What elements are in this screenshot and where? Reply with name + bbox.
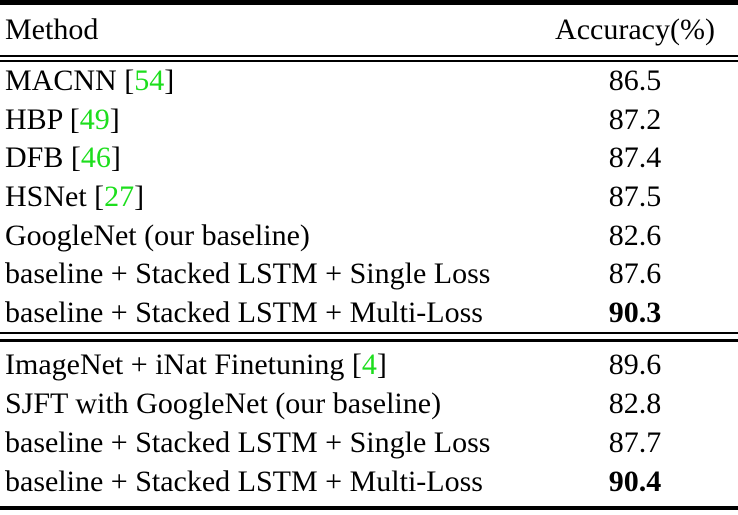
method-label: baseline + Stacked LSTM + Single Loss: [5, 425, 491, 459]
method-cell: baseline + Stacked LSTM + Single Loss: [5, 426, 540, 460]
method-label: GoogleNet (our baseline): [5, 218, 310, 252]
table-section-finetuning: ImageNet + iNat Finetuning [4] 89.6 SJFT…: [0, 345, 738, 501]
cite-bracket-close: ]: [376, 347, 387, 381]
table-section-benchmarks: MACNN [54] 86.5 HBP [49] 87.2 DFB [46] 8…: [0, 62, 738, 332]
method-cell: baseline + Stacked LSTM + Multi-Loss: [5, 465, 540, 499]
accuracy-cell: 89.6: [608, 347, 662, 381]
cite-bracket-open: [: [94, 180, 105, 214]
table-bottom-rule: [0, 506, 738, 510]
accuracy-cell-best: 90.3: [608, 295, 662, 329]
accuracy-cell: 82.6: [608, 218, 662, 252]
method-label: HBP: [5, 102, 70, 136]
cite-bracket-open: [: [124, 64, 135, 98]
method-label: DFB: [5, 141, 71, 175]
citation-link[interactable]: 54: [134, 64, 165, 98]
section-separator-double-rule: [0, 332, 738, 342]
cite-bracket-open: [: [351, 347, 362, 381]
accuracy-column-header: Accuracy(%): [555, 13, 715, 46]
table-row: HSNet [27] 87.5: [0, 178, 738, 217]
accuracy-cell: 87.7: [608, 425, 662, 459]
method-cell: baseline + Stacked LSTM + Multi-Loss: [5, 296, 540, 330]
method-cell: baseline + Stacked LSTM + Single Loss: [5, 257, 540, 291]
table-row: SJFT with GoogleNet (our baseline) 82.8: [0, 384, 738, 423]
accuracy-cell: 87.4: [608, 141, 662, 175]
accuracy-cell: 82.8: [608, 386, 662, 420]
citation-link[interactable]: 27: [104, 180, 135, 214]
method-label: MACNN: [5, 64, 125, 98]
table-row: ImageNet + iNat Finetuning [4] 89.6: [0, 345, 738, 384]
table-top-rule: [0, 0, 738, 5]
cite-bracket-close: ]: [110, 141, 121, 175]
method-label: baseline + Stacked LSTM + Single Loss: [5, 257, 491, 291]
method-label: SJFT with GoogleNet (our baseline): [5, 386, 442, 420]
accuracy-cell: 87.5: [608, 180, 662, 214]
table-row: DFB [46] 87.4: [0, 139, 738, 178]
method-cell: MACNN [54]: [5, 64, 540, 98]
cite-bracket-close: ]: [134, 180, 145, 214]
cite-bracket-close: ]: [164, 64, 175, 98]
citation-link[interactable]: 49: [79, 102, 110, 136]
accuracy-cell: 87.2: [608, 102, 662, 136]
table-row: baseline + Stacked LSTM + Single Loss 87…: [0, 255, 738, 294]
method-cell: ImageNet + iNat Finetuning [4]: [5, 348, 540, 382]
method-cell: SJFT with GoogleNet (our baseline): [5, 387, 540, 421]
header-separator-double-rule: [0, 55, 738, 62]
method-cell: HBP [49]: [5, 103, 540, 137]
table-row: MACNN [54] 86.5: [0, 62, 738, 101]
table-row: baseline + Stacked LSTM + Multi-Loss 90.…: [0, 462, 738, 501]
method-label: ImageNet + iNat Finetuning: [5, 347, 352, 381]
accuracy-cell-best: 90.4: [608, 464, 662, 498]
cite-bracket-close: ]: [109, 102, 120, 136]
method-label: baseline + Stacked LSTM + Multi-Loss: [5, 464, 483, 498]
citation-link[interactable]: 46: [80, 141, 111, 175]
accuracy-cell: 86.5: [608, 64, 662, 98]
method-cell: DFB [46]: [5, 141, 540, 175]
table-header-row: Method Accuracy(%): [0, 5, 738, 55]
table-row: baseline + Stacked LSTM + Multi-Loss 90.…: [0, 293, 738, 332]
table-row: HBP [49] 87.2: [0, 101, 738, 140]
method-cell: HSNet [27]: [5, 180, 540, 214]
table-row: baseline + Stacked LSTM + Single Loss 87…: [0, 423, 738, 462]
table-row: GoogleNet (our baseline) 82.6: [0, 216, 738, 255]
method-column-header: Method: [5, 13, 99, 46]
method-cell: GoogleNet (our baseline): [5, 219, 540, 253]
method-label: baseline + Stacked LSTM + Multi-Loss: [5, 295, 483, 329]
method-label: HSNet: [5, 180, 95, 214]
cite-bracket-open: [: [69, 102, 80, 136]
citation-link[interactable]: 4: [361, 347, 377, 381]
accuracy-cell: 87.6: [608, 257, 662, 291]
cite-bracket-open: [: [70, 141, 81, 175]
